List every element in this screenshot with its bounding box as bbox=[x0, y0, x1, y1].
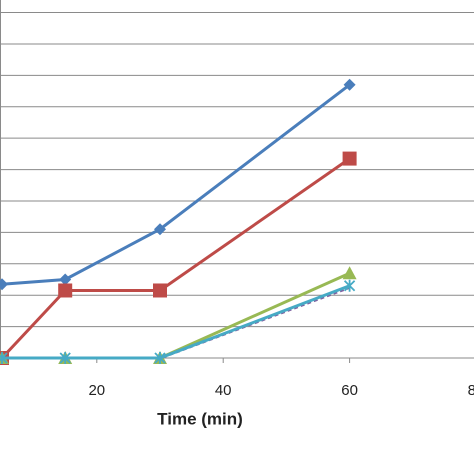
point bbox=[342, 151, 357, 166]
x-tick-label: 80 bbox=[468, 382, 474, 399]
series-line bbox=[1, 83, 351, 286]
point bbox=[343, 78, 356, 91]
point bbox=[0, 352, 8, 364]
x-tick-label: 60 bbox=[341, 382, 358, 399]
point bbox=[58, 283, 73, 298]
series-line bbox=[2, 271, 351, 360]
x-tick-label: 40 bbox=[215, 382, 232, 399]
point bbox=[343, 279, 356, 292]
series-line bbox=[0, 157, 351, 360]
point bbox=[153, 283, 167, 298]
point bbox=[59, 352, 71, 364]
x-tick-label: 20 bbox=[88, 382, 105, 399]
point bbox=[154, 223, 166, 236]
x-axis-title: Time (min) bbox=[157, 409, 243, 428]
series-line bbox=[2, 284, 351, 360]
point bbox=[154, 352, 166, 364]
point bbox=[59, 273, 72, 286]
point bbox=[342, 266, 357, 280]
point bbox=[0, 278, 8, 291]
